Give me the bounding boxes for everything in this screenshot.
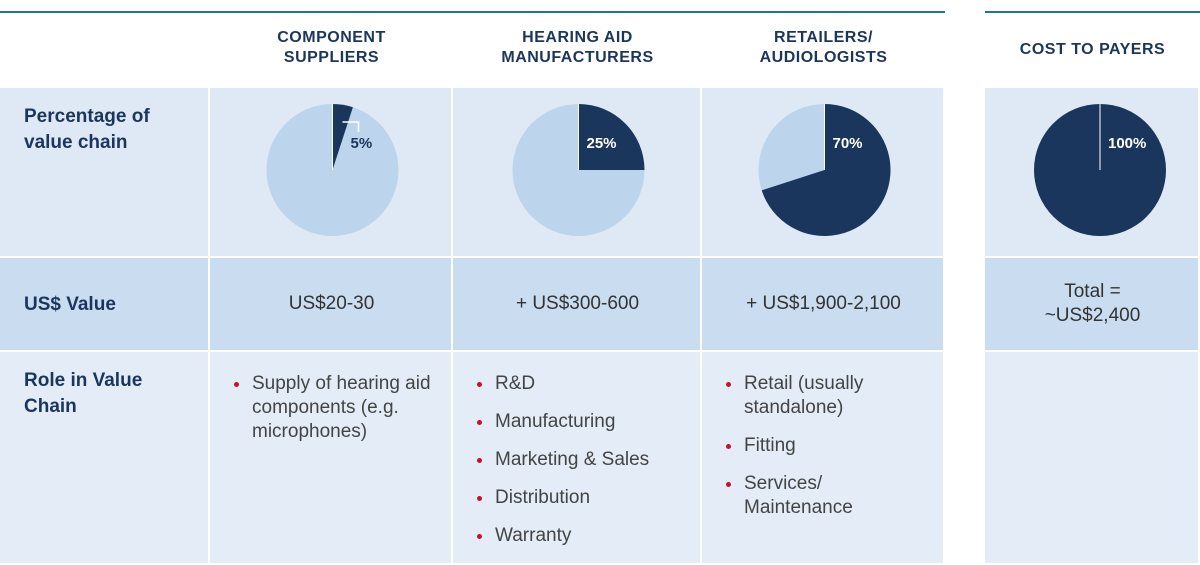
role-list: R&D Manufacturing Marketing & Sales Distrib… bbox=[473, 372, 686, 548]
cell-bg bbox=[985, 258, 1198, 350]
role-item: Marketing & Sales bbox=[473, 448, 686, 472]
cell-bg bbox=[702, 258, 943, 350]
row-label: Role in Value Chain bbox=[24, 370, 143, 417]
row-bg bbox=[0, 352, 208, 563]
value-cell: Total = ~US$2,400 bbox=[985, 258, 1200, 350]
role-item: Services/ Maintenance bbox=[722, 472, 929, 520]
role-item: Warranty bbox=[473, 524, 686, 548]
value-line: US$20-30 bbox=[288, 293, 375, 314]
header-line: HEARING AID bbox=[522, 29, 633, 46]
role-item: Distribution bbox=[473, 486, 686, 510]
cell-bg bbox=[210, 258, 451, 350]
row-label: US$ Value bbox=[24, 294, 116, 315]
column-header: HEARING AID MANUFACTURERS bbox=[453, 28, 702, 68]
role-item: R&D bbox=[473, 372, 686, 396]
value-line: + US$1,900-2,100 bbox=[746, 293, 901, 314]
cell-bg bbox=[985, 352, 1198, 563]
header-line: COMPONENT bbox=[277, 29, 386, 46]
pie-slice bbox=[761, 104, 891, 236]
cell-bg bbox=[210, 352, 451, 563]
pie-label: 100% bbox=[1108, 135, 1146, 152]
role-list: Retail (usually standalone) Fitting Servic… bbox=[722, 372, 929, 520]
top-rule bbox=[0, 11, 945, 13]
row-bg bbox=[0, 258, 208, 350]
column-header: COMPONENT SUPPLIERS bbox=[210, 28, 453, 68]
value-cell: + US$1,900-2,100 bbox=[702, 258, 945, 350]
header-line: MANUFACTURERS bbox=[501, 49, 654, 66]
header-line: SUPPLIERS bbox=[283, 49, 380, 66]
header-line: AUDIOLOGISTS bbox=[759, 49, 888, 66]
value-line: Total = bbox=[1064, 281, 1121, 302]
value-cell: + US$300-600 bbox=[453, 258, 702, 350]
row-bg bbox=[0, 88, 208, 256]
role-list: Supply of hearing aid components (e.g. m… bbox=[230, 372, 437, 444]
role-cell: R&D Manufacturing Marketing & Sales Distrib… bbox=[473, 372, 686, 562]
pie-label: 5% bbox=[351, 135, 373, 152]
pie-label: 70% bbox=[833, 135, 863, 152]
role-item: Fitting bbox=[722, 434, 929, 458]
header-line: RETAILERS/ bbox=[774, 29, 873, 46]
leader-line bbox=[342, 121, 360, 132]
value-line: ~US$2,400 bbox=[1044, 305, 1141, 326]
value-line: + US$300-600 bbox=[515, 293, 640, 314]
pie-slice bbox=[578, 104, 645, 170]
value-cell: US$20-30 bbox=[210, 258, 453, 350]
role-cell: Supply of hearing aid components (e.g. m… bbox=[230, 372, 437, 458]
pie-label: 25% bbox=[587, 135, 617, 152]
cell-bg bbox=[702, 352, 943, 563]
pie-slice bbox=[332, 104, 353, 170]
cell-bg bbox=[453, 258, 700, 350]
role-cell: Retail (usually standalone) Fitting Servic… bbox=[722, 372, 929, 534]
role-item: Retail (usually standalone) bbox=[722, 372, 929, 420]
header-line: COST TO PAYERS bbox=[1019, 41, 1166, 58]
role-item: Supply of hearing aid components (e.g. m… bbox=[230, 372, 437, 444]
top-rule bbox=[985, 11, 1200, 13]
column-header: COST TO PAYERS bbox=[985, 40, 1200, 60]
cell-bg bbox=[453, 352, 700, 563]
row-label: Percentage of value chain bbox=[24, 106, 150, 153]
column-header: RETAILERS/AUDIOLOGISTS bbox=[702, 28, 945, 68]
role-item: Manufacturing bbox=[473, 410, 686, 434]
